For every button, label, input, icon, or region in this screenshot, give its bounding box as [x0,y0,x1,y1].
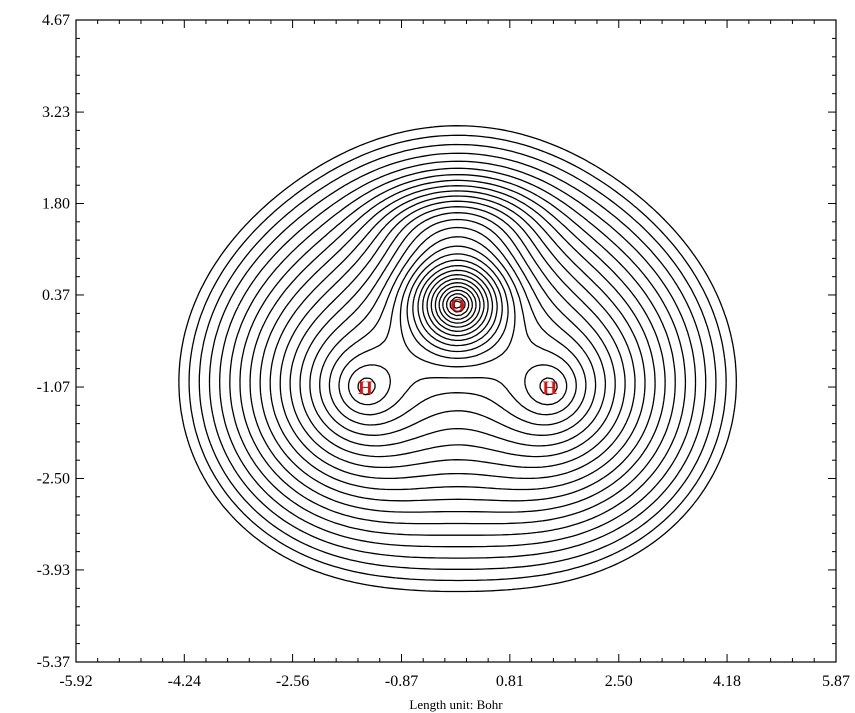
x-tick-label: 4.18 [713,673,741,690]
contour-line [239,173,676,525]
plot-frame [75,19,837,663]
x-tick-label: -4.24 [168,673,201,690]
y-tick-labels: 4.67 3.23 1.80 0.37 -1.07 -2.50 -3.93 -5.37 [37,12,70,671]
contour-line [249,179,666,513]
y-tick-label: -5.37 [37,654,70,671]
x-tick-label: 2.50 [605,673,633,690]
atom-label-h: H [542,378,557,399]
contour-line [229,167,687,536]
contour-line [426,274,489,337]
y-tick-label: 3.23 [42,104,70,121]
contour-line [259,185,656,502]
x-tick-label: -0.87 [385,673,418,690]
contour-line [442,289,473,320]
contour-line [422,269,494,342]
contour-line [438,285,477,324]
atom-label-o: O [450,296,465,317]
contour-line [328,226,587,426]
contour-line [412,259,503,353]
x-tick-label: 5.87 [822,673,850,690]
y-tick-label: 0.37 [42,287,70,304]
tick-marks [75,19,837,663]
contour-line [449,296,466,313]
contour-line [219,160,697,548]
contour-line [453,300,462,309]
contour-line [188,134,727,582]
contour-line [357,253,558,396]
contour-line [178,125,737,593]
contour-line [338,236,577,416]
contour-line [269,190,646,491]
x-tick-label: -5.92 [59,673,92,690]
atom-labels: O H H [358,296,557,399]
x-axis-unit-label: Length unit: Bohr [409,697,503,712]
contour-lines [178,125,737,593]
contour-line [434,282,481,328]
contour-line [319,218,597,436]
contour-line [208,152,707,559]
contour-line [279,195,636,480]
y-tick-label: 4.67 [42,12,70,29]
y-tick-label: -3.93 [37,562,70,579]
y-tick-label: 1.80 [42,196,70,213]
x-tick-label: -2.56 [276,673,309,690]
contour-line [347,245,568,406]
contour-line [446,293,470,317]
contour-line [417,264,498,347]
y-tick-label: -2.50 [37,470,70,487]
contour-line [430,278,485,332]
contour-line [309,212,607,447]
contour-line [289,200,626,469]
contour-line [299,206,616,458]
x-tick-labels: -5.92 -4.24 -2.56 -0.87 0.81 2.50 4.18 5.87 [59,673,850,690]
contour-line [198,143,717,570]
atom-label-h: H [358,378,373,399]
y-tick-label: -1.07 [37,379,70,396]
x-tick-label: 0.81 [496,673,524,690]
